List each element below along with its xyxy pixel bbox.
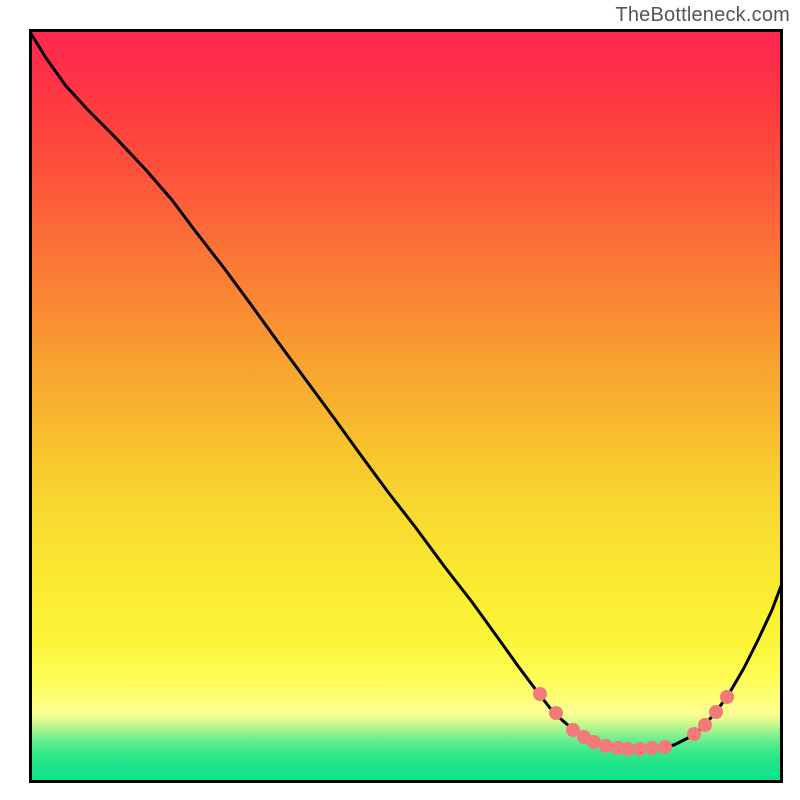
- curve-marker: [720, 690, 734, 704]
- curve-marker: [698, 718, 712, 732]
- heatmap-background: [29, 29, 783, 783]
- curve-marker: [645, 741, 659, 755]
- curve-marker: [633, 742, 647, 756]
- curve-marker: [709, 705, 723, 719]
- watermark-text: TheBottleneck.com: [615, 4, 790, 27]
- curve-marker: [621, 742, 635, 756]
- curve-marker: [587, 735, 601, 749]
- curve-marker: [658, 740, 672, 754]
- plot-area: [29, 29, 783, 783]
- curve-marker: [687, 727, 701, 741]
- curve-marker: [549, 706, 563, 720]
- chart-container: TheBottleneck.com: [0, 0, 800, 800]
- curve-marker: [599, 739, 613, 753]
- curve-marker: [533, 687, 547, 701]
